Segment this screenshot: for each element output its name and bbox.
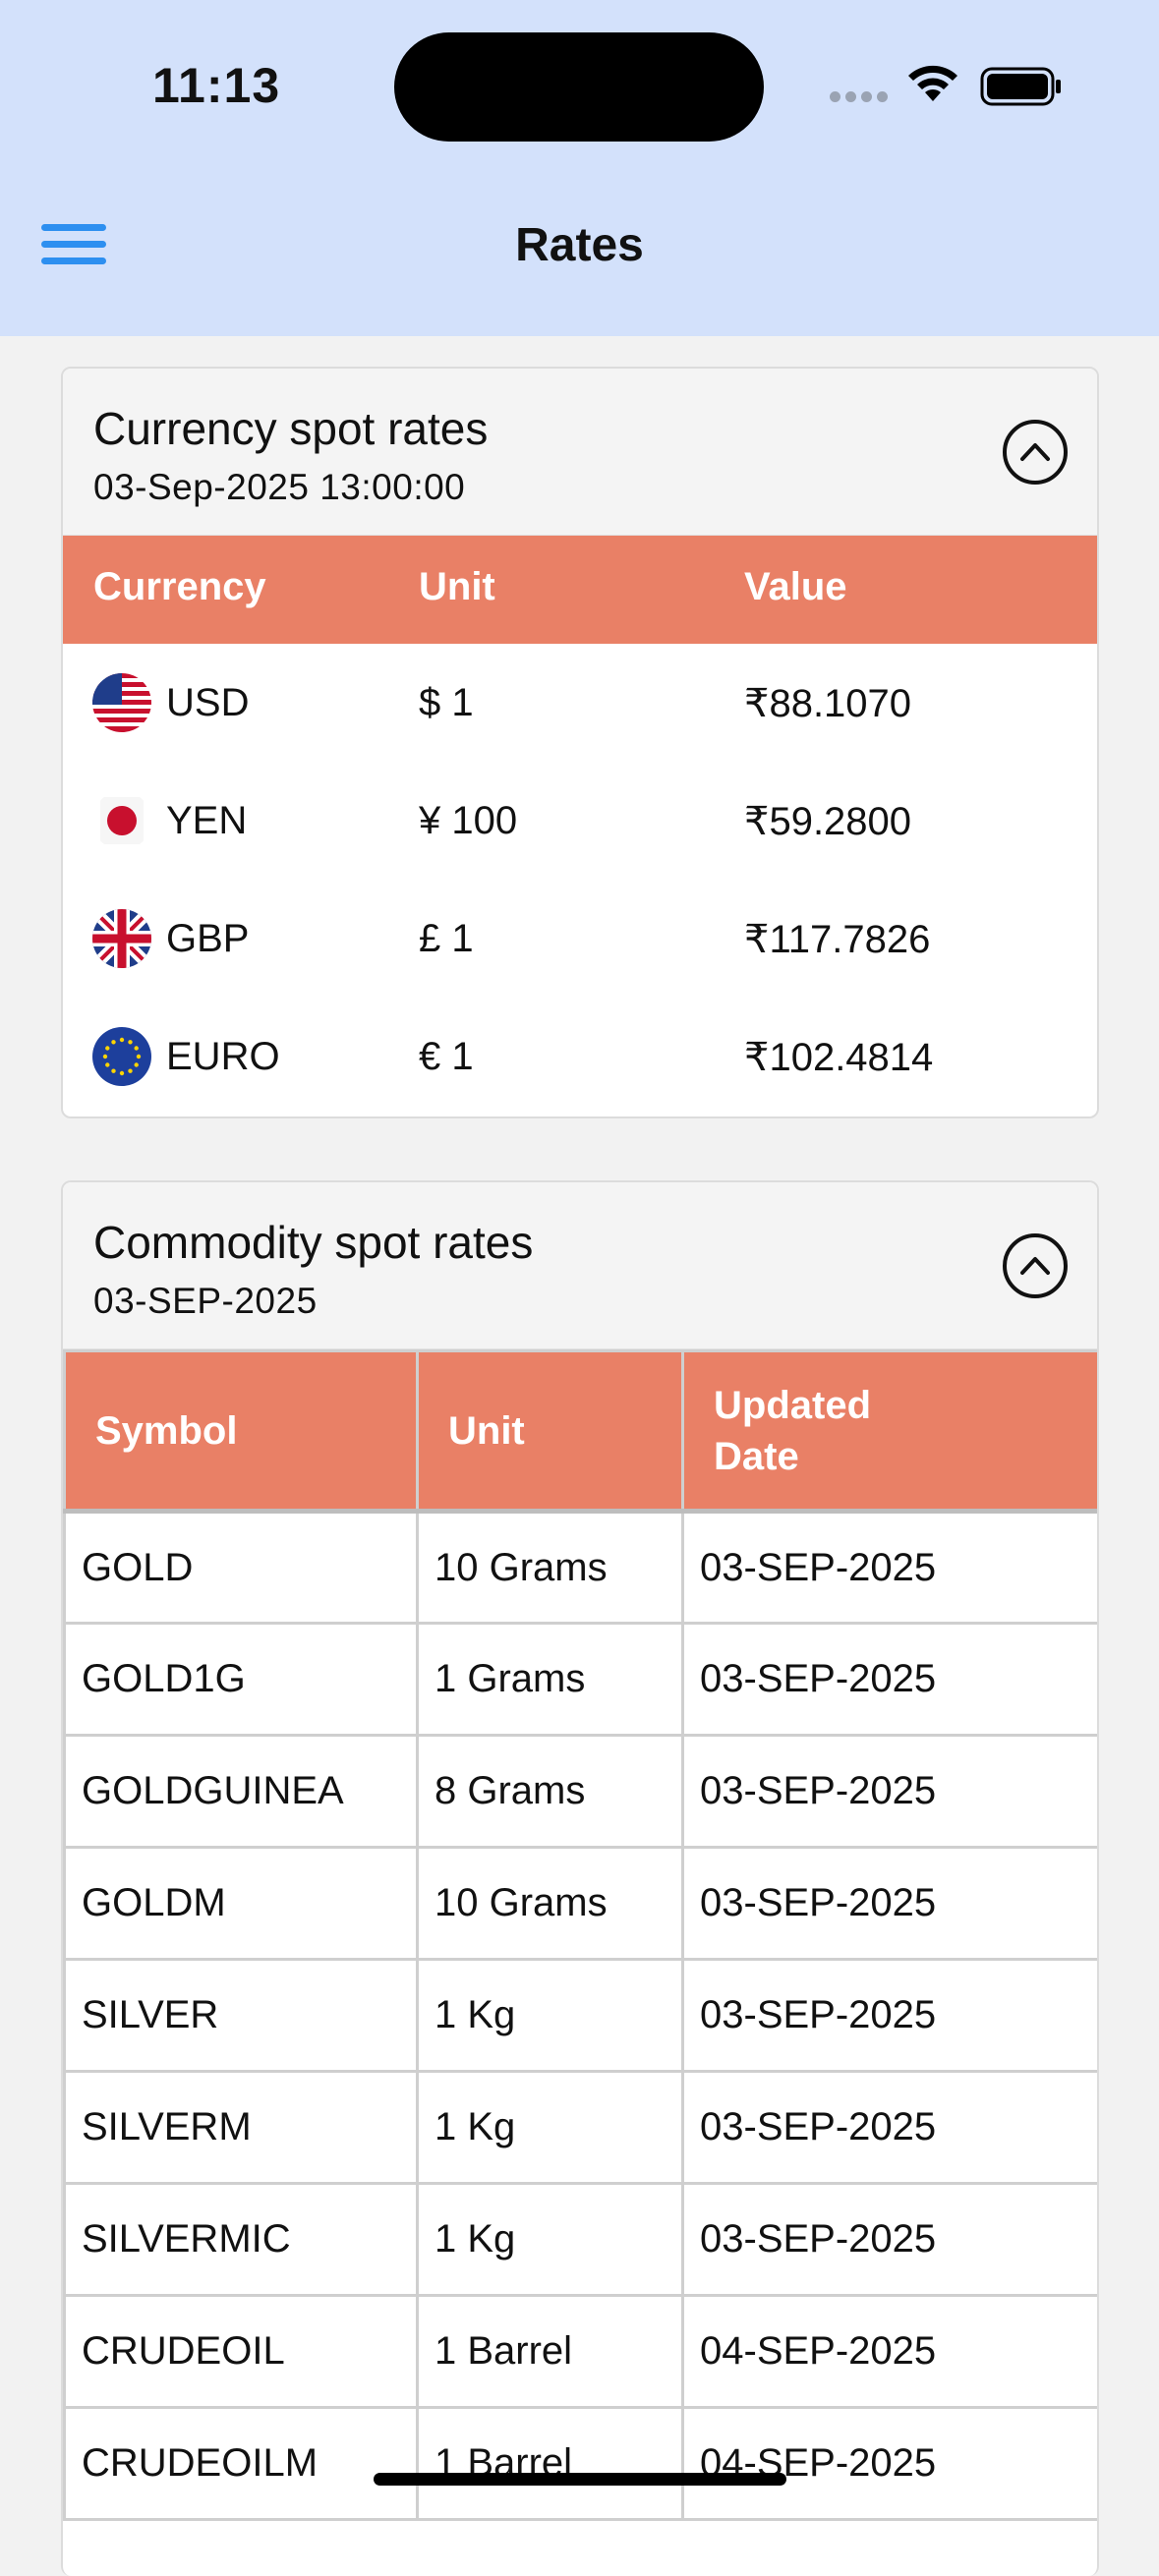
currency-rates-card: Currency spot rates 03-Sep-2025 13:00:00… bbox=[61, 367, 1099, 1118]
updated-date-cell: 03-SEP-2025 bbox=[681, 1958, 1097, 2073]
header-currency: Currency bbox=[93, 565, 266, 608]
updated-date-cell: 03-SEP-2025 bbox=[681, 2070, 1097, 2185]
currency-value: ₹117.7826 bbox=[744, 918, 931, 961]
unit-cell: 1 Grams bbox=[416, 1622, 684, 1737]
commodity-table: Symbol Unit Updated Date GOLD 10 Grams 0… bbox=[63, 1349, 1097, 2521]
symbol-cell: GOLD bbox=[63, 1510, 419, 1625]
unit-cell: 1 Kg bbox=[416, 2182, 684, 2297]
unit-cell: 10 Grams bbox=[416, 1846, 684, 1961]
header-unit: Unit bbox=[416, 1349, 684, 1514]
commodity-card-title: Commodity spot rates bbox=[93, 1217, 534, 1268]
currency-code: EURO bbox=[166, 1035, 280, 1078]
header-updated-line2: Date bbox=[714, 1434, 799, 1478]
table-row: SILVERMIC 1 Kg 03-SEP-2025 bbox=[63, 2182, 1097, 2297]
unit-cell: 1 Barrel bbox=[416, 2294, 684, 2409]
currency-code: USD bbox=[166, 681, 250, 724]
symbol-cell: CRUDEOIL bbox=[63, 2294, 419, 2409]
table-row: SILVERM 1 Kg 03-SEP-2025 bbox=[63, 2070, 1097, 2185]
currency-row-usd: USD $ 1 ₹88.1070 bbox=[63, 644, 1097, 762]
currency-unit: ¥ 100 bbox=[419, 799, 518, 842]
wifi-icon bbox=[908, 65, 957, 101]
currency-code: YEN bbox=[166, 799, 248, 842]
unit-cell: 8 Grams bbox=[416, 1734, 684, 1849]
top-bar: 11:13 Rates bbox=[0, 0, 1159, 336]
unit-cell: 1 Barrel bbox=[416, 2406, 684, 2521]
commodity-card-header[interactable]: Commodity spot rates 03-SEP-2025 bbox=[63, 1182, 1097, 1349]
menu-button[interactable] bbox=[37, 216, 110, 271]
page-title: Rates bbox=[515, 219, 644, 271]
updated-date-cell: 03-SEP-2025 bbox=[681, 1846, 1097, 1961]
currency-code: GBP bbox=[166, 917, 250, 960]
currency-value: ₹102.4814 bbox=[744, 1036, 934, 1079]
symbol-cell: GOLDGUINEA bbox=[63, 1734, 419, 1849]
header-symbol: Symbol bbox=[63, 1349, 419, 1514]
updated-date-cell: 03-SEP-2025 bbox=[681, 2182, 1097, 2297]
status-time: 11:13 bbox=[152, 58, 281, 113]
updated-date-cell: 03-SEP-2025 bbox=[681, 1622, 1097, 1737]
commodity-card-date: 03-SEP-2025 bbox=[93, 1281, 318, 1321]
currency-unit: € 1 bbox=[419, 1035, 474, 1078]
currency-row-gbp: GBP £ 1 ₹117.7826 bbox=[63, 880, 1097, 998]
dynamic-island bbox=[394, 32, 764, 142]
commodity-collapse-button[interactable] bbox=[1003, 1233, 1068, 1298]
commodity-rates-card: Commodity spot rates 03-SEP-2025 Symbol … bbox=[61, 1180, 1099, 2576]
currency-card-timestamp: 03-Sep-2025 13:00:00 bbox=[93, 467, 466, 507]
table-row: SILVER 1 Kg 03-SEP-2025 bbox=[63, 1958, 1097, 2073]
japan-flag-icon bbox=[92, 791, 151, 850]
currency-unit: $ 1 bbox=[419, 681, 474, 724]
header-updated-date: Updated Date bbox=[681, 1349, 1097, 1514]
table-row: GOLDGUINEA 8 Grams 03-SEP-2025 bbox=[63, 1734, 1097, 1849]
us-flag-icon bbox=[92, 673, 151, 732]
unit-cell: 10 Grams bbox=[416, 1510, 684, 1625]
unit-cell: 1 Kg bbox=[416, 1958, 684, 2073]
header-updated-line1: Updated bbox=[714, 1383, 871, 1427]
header-unit: Unit bbox=[419, 565, 495, 608]
symbol-cell: SILVERM bbox=[63, 2070, 419, 2185]
currency-collapse-button[interactable] bbox=[1003, 420, 1068, 485]
symbol-cell: SILVER bbox=[63, 1958, 419, 2073]
updated-date-cell: 03-SEP-2025 bbox=[681, 1734, 1097, 1849]
symbol-cell: GOLDM bbox=[63, 1846, 419, 1961]
eu-flag-icon bbox=[92, 1027, 151, 1086]
commodity-table-header: Symbol Unit Updated Date bbox=[63, 1349, 1097, 1514]
currency-card-title: Currency spot rates bbox=[93, 403, 489, 454]
currency-unit: £ 1 bbox=[419, 917, 474, 960]
header-value: Value bbox=[744, 565, 847, 608]
currency-card-header[interactable]: Currency spot rates 03-Sep-2025 13:00:00 bbox=[63, 369, 1097, 536]
symbol-cell: SILVERMIC bbox=[63, 2182, 419, 2297]
currency-table-header: Currency Unit Value bbox=[63, 536, 1097, 644]
battery-icon bbox=[980, 67, 1061, 106]
updated-date-cell: 04-SEP-2025 bbox=[681, 2406, 1097, 2521]
chevron-up-icon bbox=[1020, 443, 1050, 461]
updated-date-cell: 03-SEP-2025 bbox=[681, 1510, 1097, 1625]
table-row: CRUDEOILM 1 Barrel 04-SEP-2025 bbox=[63, 2406, 1097, 2521]
chevron-up-icon bbox=[1020, 1257, 1050, 1275]
table-row: GOLD 10 Grams 03-SEP-2025 bbox=[63, 1510, 1097, 1625]
symbol-cell: CRUDEOILM bbox=[63, 2406, 419, 2521]
table-row: GOLD1G 1 Grams 03-SEP-2025 bbox=[63, 1622, 1097, 1737]
symbol-cell: GOLD1G bbox=[63, 1622, 419, 1737]
currency-row-yen: YEN ¥ 100 ₹59.2800 bbox=[63, 762, 1097, 880]
table-row: CRUDEOIL 1 Barrel 04-SEP-2025 bbox=[63, 2294, 1097, 2409]
table-row: GOLDM 10 Grams 03-SEP-2025 bbox=[63, 1846, 1097, 1961]
updated-date-cell: 04-SEP-2025 bbox=[681, 2294, 1097, 2409]
currency-value: ₹88.1070 bbox=[744, 682, 912, 725]
uk-flag-icon bbox=[92, 909, 151, 968]
cellular-signal-icon bbox=[830, 91, 889, 103]
home-indicator[interactable] bbox=[374, 2473, 786, 2486]
currency-row-euro: EURO € 1 ₹102.4814 bbox=[63, 998, 1097, 1116]
unit-cell: 1 Kg bbox=[416, 2070, 684, 2185]
currency-value: ₹59.2800 bbox=[744, 800, 912, 843]
